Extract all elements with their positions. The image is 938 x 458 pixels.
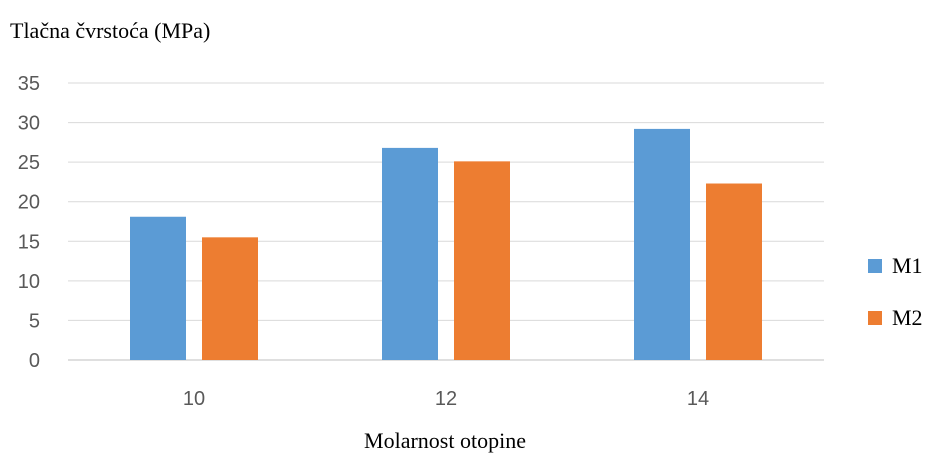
bar-m2-14 [706,183,762,360]
gridlines [68,82,824,361]
bar-m2-12 [454,161,510,360]
y-tick-label: 25 [18,152,40,174]
y-tick-label: 5 [29,310,40,332]
bar-m1-14 [634,128,690,360]
y-tick-label: 10 [18,271,40,293]
y-axis-label: Tlačna čvrstoća (MPa) [10,18,210,43]
x-tick-label: 10 [183,388,205,410]
x-tick-label: 12 [435,388,457,410]
y-tick-label: 15 [18,231,40,253]
bar-m2-10 [202,237,258,360]
x-tick-label: 14 [687,388,709,410]
legend: M1 M2 [868,253,923,330]
y-axis-ticks: 0 5 10 15 20 25 30 35 [18,73,40,372]
x-axis-ticks: 10 12 14 [183,388,709,410]
y-tick-label: 35 [18,73,40,95]
x-axis-label: Molarnost otopine [364,428,526,453]
legend-label-m1: M1 [892,253,923,278]
bars [130,128,762,360]
bar-m1-10 [130,216,186,360]
bar-m1-12 [382,147,438,360]
y-tick-label: 30 [18,113,40,135]
legend-swatch-m2 [868,311,882,325]
y-tick-label: 0 [29,350,40,372]
legend-label-m2: M2 [892,305,923,330]
legend-swatch-m1 [868,259,882,273]
y-tick-label: 20 [18,192,40,214]
